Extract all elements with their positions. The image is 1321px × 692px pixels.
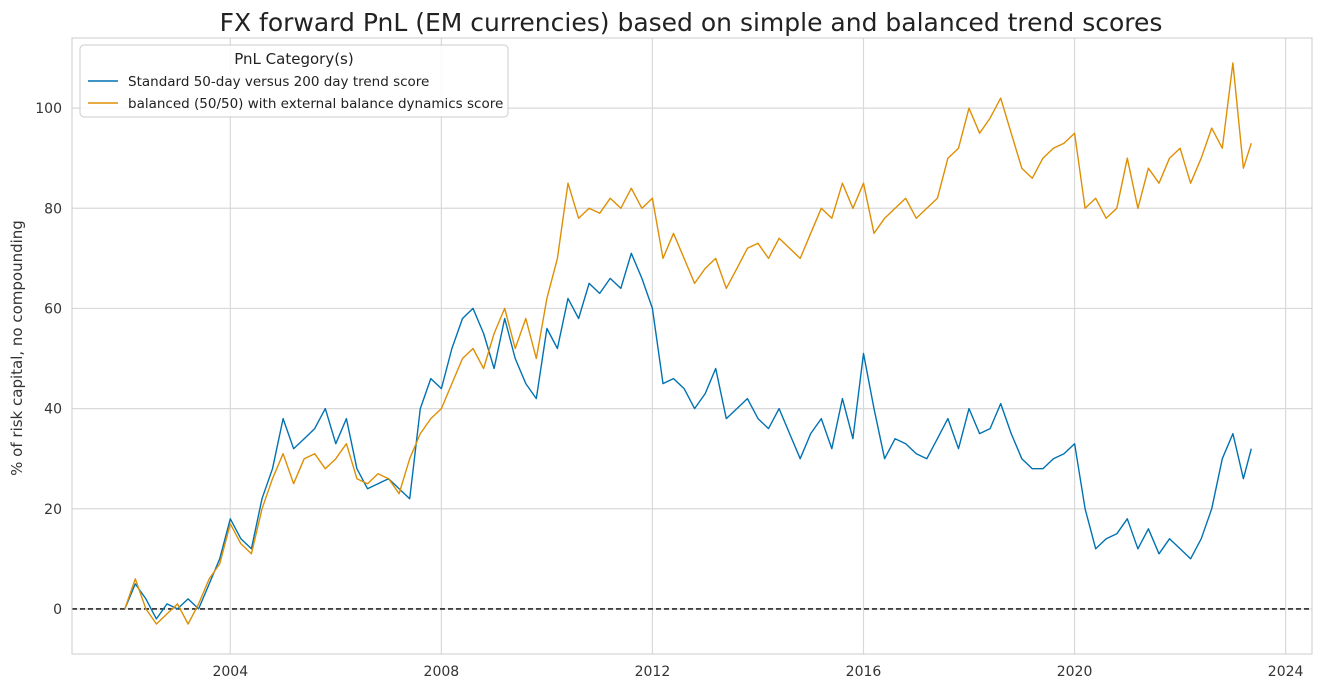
y-tick-label: 40 [44, 402, 62, 418]
y-tick-label: 20 [44, 502, 62, 518]
series-layer [124, 62, 1252, 625]
legend-box [79, 44, 509, 118]
y-tick-label: 80 [44, 201, 62, 217]
x-tick-label: 2012 [635, 664, 671, 680]
x-tick-label: 2016 [846, 664, 882, 680]
x-tick-label: 2004 [212, 664, 248, 680]
plot-frame [71, 37, 1313, 655]
legend-entry-balanced: balanced (50/50) with external balance d… [128, 96, 503, 112]
legend-entry-standard: Standard 50-day versus 200 day trend sco… [128, 74, 429, 90]
y-axis-label: % of risk capital, no compounding [8, 220, 26, 476]
x-tick-label: 2024 [1268, 664, 1304, 680]
legend: PnL Category(s) Standard 50-day versus 2… [79, 44, 509, 118]
x-tick-label: 2020 [1057, 664, 1093, 680]
tick-labels: 2004 2008 2012 2016 2020 2024 0 20 40 60 80 100 [35, 101, 1303, 680]
y-tick-label: 0 [53, 602, 62, 618]
series-line-balanced [124, 62, 1252, 625]
y-tick-label: 100 [35, 101, 62, 117]
y-tick-label: 60 [44, 301, 62, 317]
chart-title: FX forward PnL (EM currencies) based on … [220, 8, 1163, 37]
x-tick-label: 2008 [424, 664, 460, 680]
grid [72, 38, 1312, 654]
legend-title: PnL Category(s) [234, 50, 353, 68]
series-line-standard [124, 252, 1252, 620]
